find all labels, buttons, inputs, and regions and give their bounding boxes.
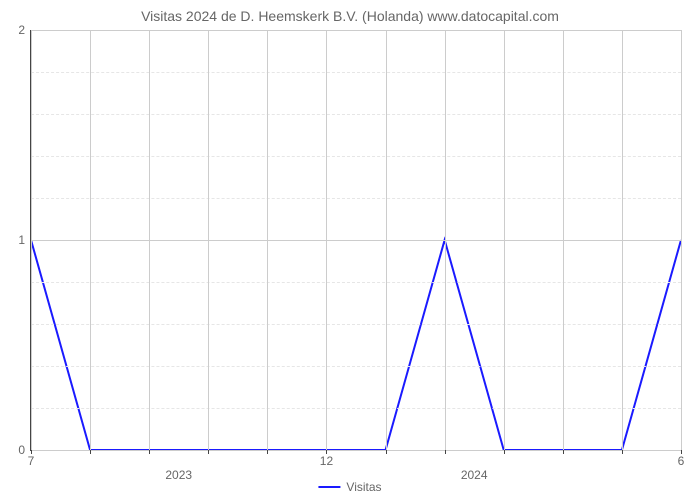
x-axis-label: 6	[678, 450, 685, 468]
gridline-v-major	[326, 30, 327, 450]
gridline-v-major	[622, 30, 623, 450]
gridline-h-major	[31, 30, 681, 31]
x-axis-year-label: 2023	[165, 450, 192, 482]
gridline-v-major	[563, 30, 564, 450]
legend-swatch	[318, 486, 340, 488]
gridline-h-minor	[31, 156, 681, 157]
gridline-v-major	[267, 30, 268, 450]
gridline-h-major	[31, 240, 681, 241]
x-tick	[149, 450, 150, 454]
x-axis-label: 7	[28, 450, 35, 468]
gridline-h-minor	[31, 72, 681, 73]
chart-container: Visitas 2024 de D. Heemskerk B.V. (Holan…	[0, 0, 700, 500]
chart-title: Visitas 2024 de D. Heemskerk B.V. (Holan…	[0, 0, 700, 24]
series-path	[31, 240, 681, 450]
gridline-h-minor	[31, 198, 681, 199]
gridline-h-minor	[31, 282, 681, 283]
gridline-v-major	[445, 30, 446, 450]
x-axis-label: 12	[320, 450, 333, 468]
plot-area: 012712620232024	[30, 30, 681, 451]
gridline-h-minor	[31, 114, 681, 115]
gridline-v-major	[90, 30, 91, 450]
gridline-h-minor	[31, 324, 681, 325]
y-axis-label: 1	[18, 233, 31, 247]
x-tick	[208, 450, 209, 454]
x-tick	[386, 450, 387, 454]
gridline-v-major	[149, 30, 150, 450]
x-tick	[563, 450, 564, 454]
gridline-h-minor	[31, 408, 681, 409]
x-tick	[90, 450, 91, 454]
legend: Visitas	[318, 480, 381, 494]
gridline-h-major	[31, 450, 681, 451]
gridline-v-major	[208, 30, 209, 450]
gridline-v-major	[386, 30, 387, 450]
x-tick	[267, 450, 268, 454]
x-tick	[622, 450, 623, 454]
x-tick	[445, 450, 446, 454]
gridline-v-major	[681, 30, 682, 450]
y-axis-label: 2	[18, 23, 31, 37]
gridline-v-major	[31, 30, 32, 450]
legend-label: Visitas	[346, 480, 381, 494]
gridline-h-minor	[31, 366, 681, 367]
x-tick	[504, 450, 505, 454]
x-axis-year-label: 2024	[461, 450, 488, 482]
gridline-v-major	[504, 30, 505, 450]
